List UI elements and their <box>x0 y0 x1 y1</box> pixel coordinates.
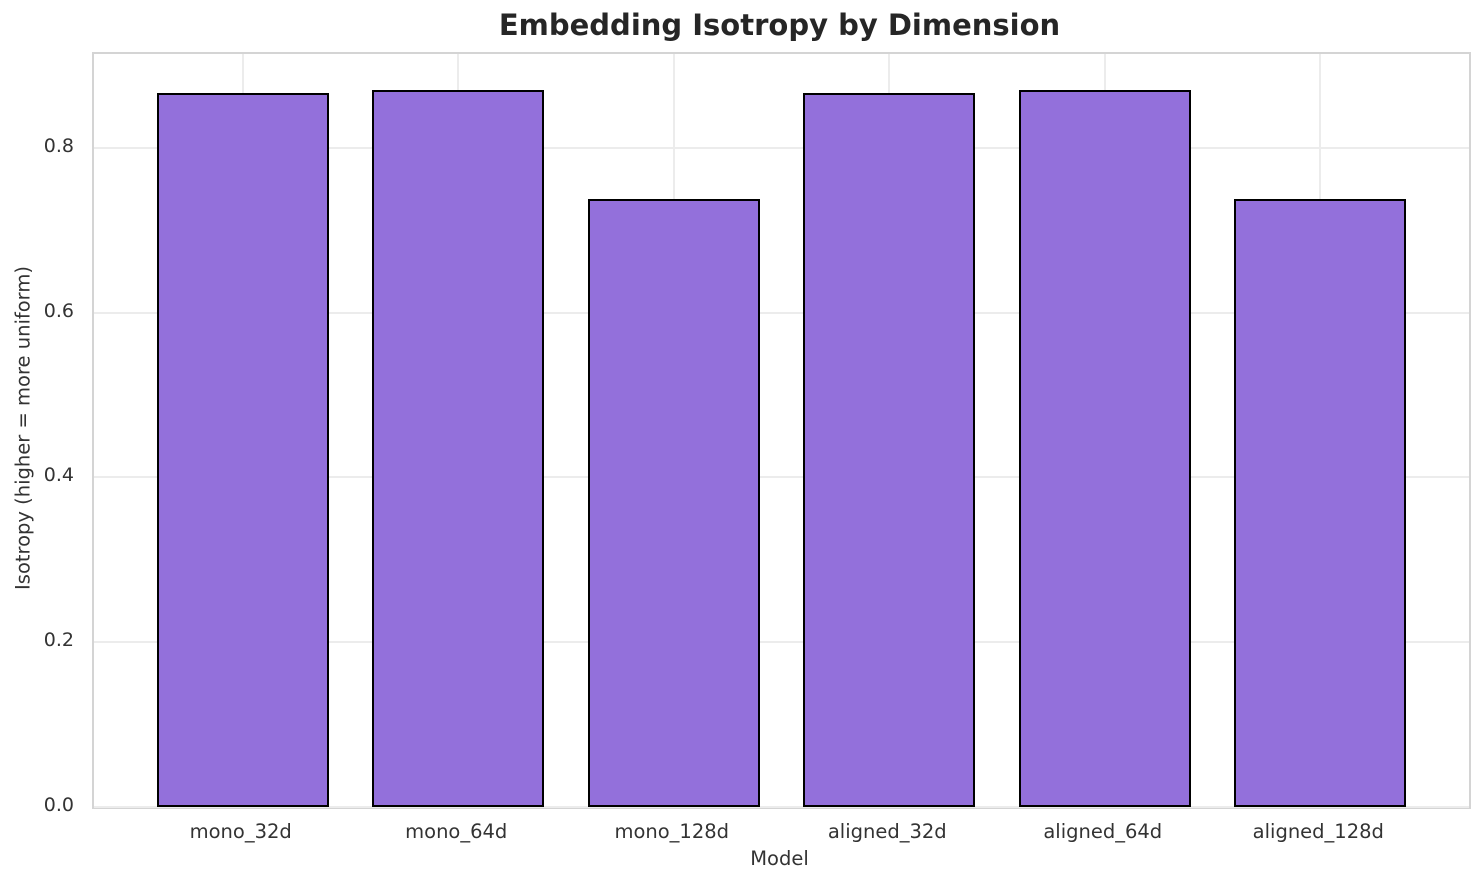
plot-area <box>92 52 1471 809</box>
bar-mono_32d <box>156 92 329 807</box>
bar-mono_128d <box>587 198 760 807</box>
x-axis-label: Model <box>750 847 809 870</box>
gridline-horizontal <box>94 641 1469 644</box>
x-tick-label-aligned_64d: aligned_64d <box>1043 820 1163 843</box>
gridline-horizontal <box>94 146 1469 149</box>
bar-aligned_32d <box>803 92 976 807</box>
chart-title: Embedding Isotropy by Dimension <box>498 8 1061 42</box>
y-tick-label: 0.4 <box>43 464 74 487</box>
bar-aligned_64d <box>1018 90 1191 807</box>
gridline-horizontal <box>94 476 1469 479</box>
x-tick-label-mono_32d: mono_32d <box>189 820 292 843</box>
y-tick-label: 0.2 <box>43 629 74 652</box>
gridline-horizontal <box>94 806 1469 808</box>
y-tick-label: 0.8 <box>43 134 74 157</box>
x-tick-label-mono_64d: mono_64d <box>405 820 508 843</box>
x-tick-label-aligned_32d: aligned_32d <box>827 820 947 843</box>
x-tick-label-mono_128d: mono_128d <box>614 820 730 843</box>
bar-mono_64d <box>372 90 545 807</box>
bar-aligned_128d <box>1234 198 1407 807</box>
y-tick-label: 0.6 <box>43 299 74 322</box>
gridline-horizontal <box>94 311 1469 314</box>
y-tick-label: 0.0 <box>43 794 74 816</box>
x-tick-label-aligned_128d: aligned_128d <box>1252 820 1384 843</box>
